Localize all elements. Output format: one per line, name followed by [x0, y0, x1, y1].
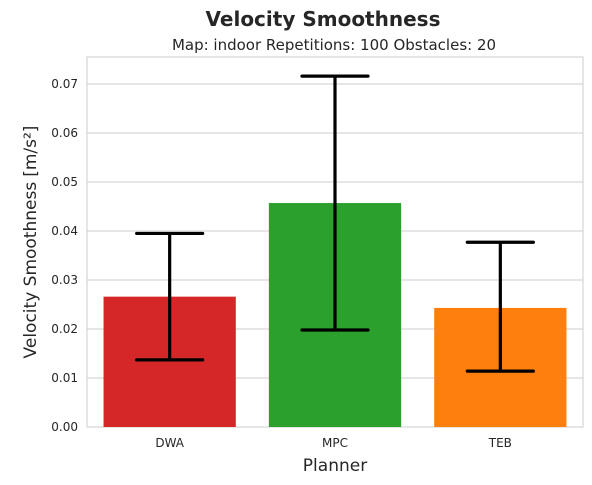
x-axis-label: Planner	[303, 456, 367, 476]
y-tick-label: 0.02	[51, 322, 78, 336]
y-tick-label: 0.05	[51, 175, 78, 189]
y-axis-label-text: Velocity Smoothness	[21, 182, 41, 359]
x-tick-label: TEB	[488, 436, 512, 450]
y-tick-labels: 0.00 0.01 0.02 0.03 0.04 0.05 0.06 0.07	[51, 77, 78, 434]
y-tick-label: 0.01	[51, 371, 78, 385]
y-axis-label-group: Velocity Smoothness [m/s²]	[21, 126, 41, 359]
y-tick-label: 0.06	[51, 126, 78, 140]
x-tick-label: MPC	[322, 436, 348, 450]
error-bars	[135, 74, 535, 373]
x-tick-labels: DWA MPC TEB	[155, 436, 512, 450]
y-tick-label: 0.00	[51, 420, 78, 434]
y-tick-label: 0.03	[51, 273, 78, 287]
chart-subtitle: Map: indoor Repetitions: 100 Obstacles: …	[172, 36, 496, 54]
y-tick-label: 0.07	[51, 77, 78, 91]
x-tick-label: DWA	[155, 436, 184, 450]
y-tick-label: 0.04	[51, 224, 78, 238]
y-axis-label-unit: [m/s²]	[21, 126, 41, 177]
y-axis-label: Velocity Smoothness [m/s²]	[21, 126, 41, 359]
chart-title: Velocity Smoothness	[206, 7, 441, 31]
